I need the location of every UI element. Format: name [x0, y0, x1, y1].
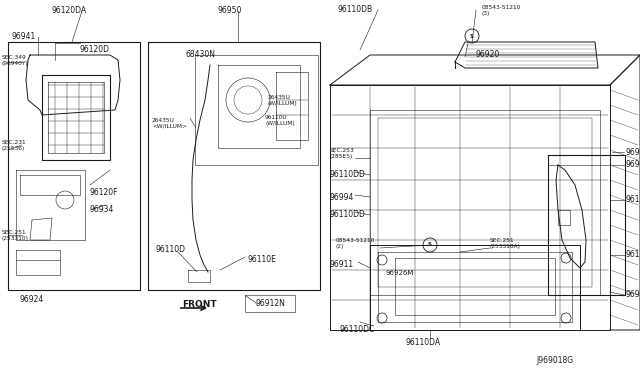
Text: 96994: 96994: [330, 193, 355, 202]
Text: 96911: 96911: [330, 260, 354, 269]
Text: 96120F: 96120F: [90, 188, 118, 197]
Text: J969018G: J969018G: [536, 356, 573, 365]
Text: S: S: [428, 243, 432, 247]
Text: 96910M: 96910M: [626, 148, 640, 157]
Text: 96170E: 96170E: [626, 250, 640, 259]
Text: 96926M: 96926M: [385, 270, 413, 276]
Text: 96110DD: 96110DD: [330, 210, 366, 219]
Text: 96941: 96941: [12, 32, 36, 41]
Text: 26435U
(W/ILLUM): 26435U (W/ILLUM): [268, 95, 298, 106]
Text: 96110E: 96110E: [248, 255, 277, 264]
Text: SEC.251
(253310): SEC.251 (253310): [2, 230, 29, 241]
Text: SEC.251
(253310A): SEC.251 (253310A): [490, 238, 521, 249]
Text: 96924: 96924: [20, 295, 44, 304]
Text: 96930M: 96930M: [626, 160, 640, 169]
Text: 96110DC: 96110DC: [340, 325, 375, 334]
Text: SEC.349
(96940Y): SEC.349 (96940Y): [2, 55, 29, 66]
Text: 96110DA: 96110DA: [405, 338, 440, 347]
Text: 96110DB: 96110DB: [338, 5, 373, 14]
Text: 08543-51210
(2): 08543-51210 (2): [336, 238, 376, 249]
Text: 96934: 96934: [90, 205, 115, 214]
Text: 96120DA: 96120DA: [51, 6, 86, 15]
Text: 68430N: 68430N: [185, 50, 215, 59]
Text: 96950: 96950: [218, 6, 243, 15]
Text: 96920: 96920: [475, 50, 499, 59]
Text: 96991Q: 96991Q: [626, 290, 640, 299]
Text: 08543-51210
(3): 08543-51210 (3): [482, 5, 522, 16]
Text: 96110U
(W/ILLUM): 96110U (W/ILLUM): [265, 115, 295, 126]
Text: 96110D: 96110D: [155, 245, 185, 254]
Text: 96170D: 96170D: [626, 195, 640, 204]
Text: 96120D: 96120D: [80, 45, 110, 54]
Text: 26435U
<W/ILLUM>: 26435U <W/ILLUM>: [152, 118, 187, 129]
Text: SEC.231
(25536): SEC.231 (25536): [2, 140, 27, 151]
Text: FRONT: FRONT: [182, 300, 216, 309]
Text: 96912N: 96912N: [255, 299, 285, 308]
Text: 96110DD: 96110DD: [330, 170, 366, 179]
Text: S: S: [470, 33, 474, 38]
Text: SEC.253
(285E5): SEC.253 (285E5): [330, 148, 355, 159]
